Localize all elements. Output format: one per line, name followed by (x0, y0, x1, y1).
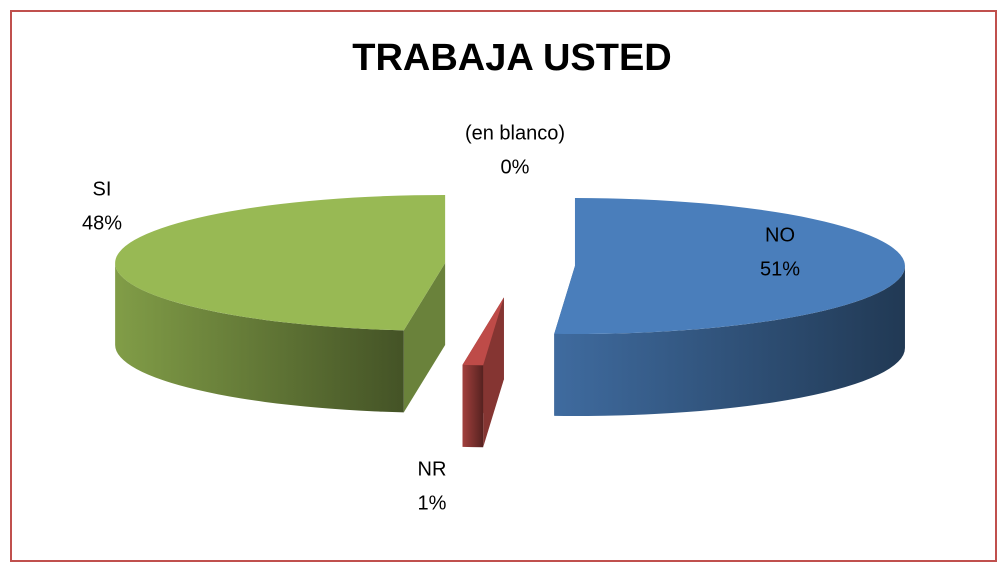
slice-wall (115, 262, 404, 413)
slice-value-label: 48% (82, 212, 122, 234)
slice-side (403, 262, 446, 413)
slice-label: NR (418, 458, 447, 480)
slice (554, 198, 905, 335)
slice-value-label: 51% (760, 258, 800, 280)
slice (115, 194, 446, 331)
slice-label: SI (93, 178, 112, 200)
slice (462, 297, 504, 366)
slice-value-label: 0% (501, 156, 530, 178)
slice-value-label: 1% (418, 492, 447, 514)
slice-label: (en blanco) (465, 122, 565, 144)
slice-label: NO (765, 224, 795, 246)
slice-wall (462, 364, 484, 448)
chart-title: TRABAJA USTED (352, 37, 672, 79)
slice-wall (554, 266, 905, 417)
